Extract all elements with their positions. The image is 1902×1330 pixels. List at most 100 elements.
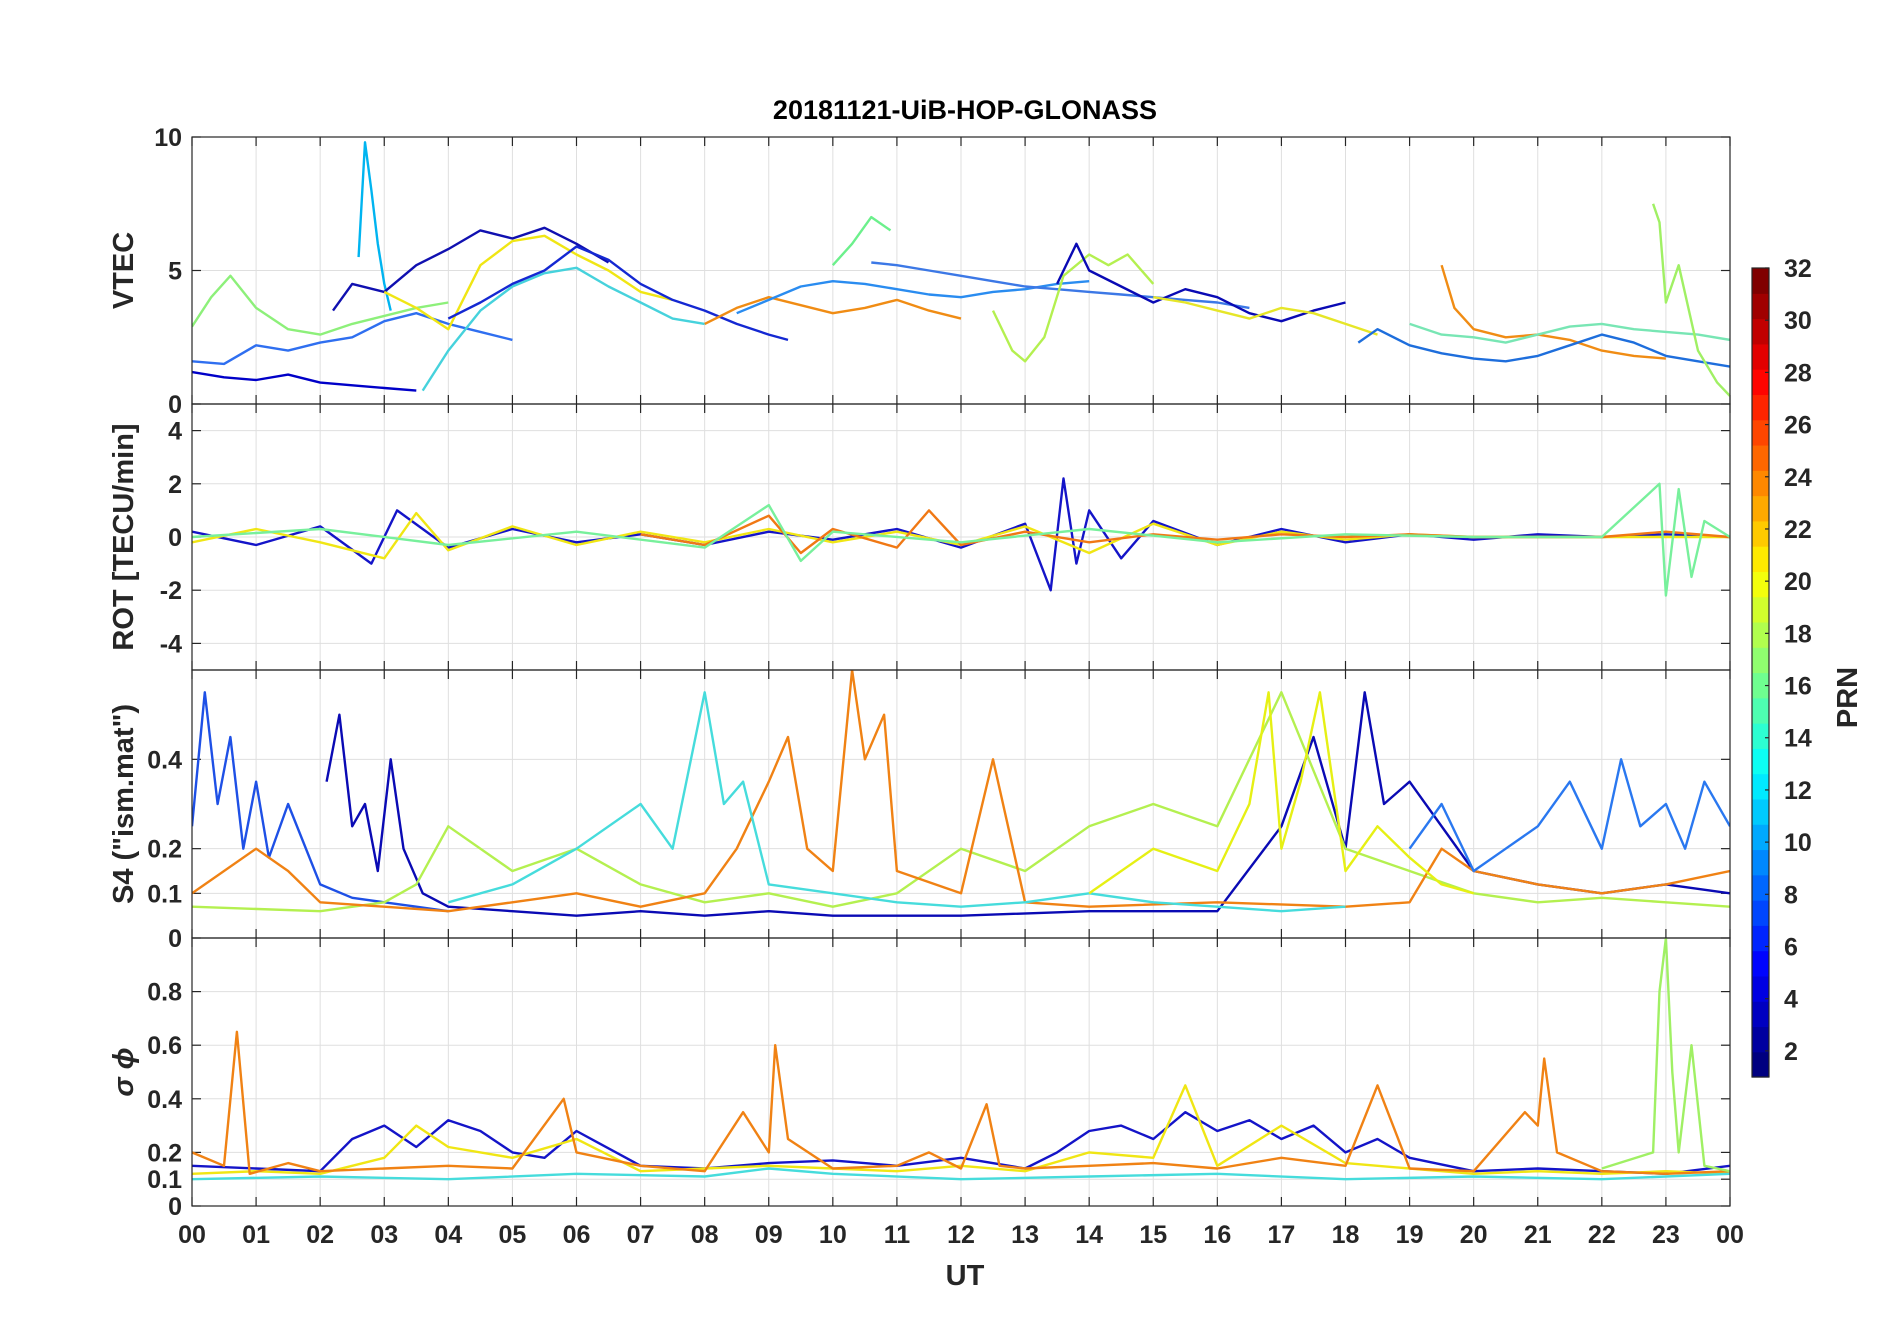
colorbar-step: [1752, 621, 1769, 648]
panel-s4-series-line-1: [325, 691, 1730, 917]
x-tick-label: 12: [947, 1221, 975, 1249]
panel-rot-ytick-label: 4: [168, 418, 182, 446]
x-tick-label: 23: [1652, 1221, 1680, 1249]
colorbar-step: [1752, 748, 1769, 775]
x-tick-label: 22: [1588, 1221, 1616, 1249]
x-tick-label: 09: [755, 1221, 783, 1249]
colorbar-step: [1752, 571, 1769, 598]
panel-vtec-series-line-5: [383, 234, 673, 331]
colorbar-tick-label: 18: [1784, 620, 1812, 648]
panel-vtec-ylabel: VTEC: [108, 232, 140, 309]
colorbar-step: [1752, 647, 1769, 674]
x-tick-label: 16: [1203, 1221, 1231, 1249]
colorbar-step: [1752, 369, 1769, 396]
x-axis-title: UT: [946, 1260, 985, 1292]
colorbar-step: [1752, 596, 1769, 623]
panel-s4-ytick-label: 0.4: [147, 746, 182, 774]
colorbar-step: [1752, 419, 1769, 446]
colorbar-tick-label: 24: [1784, 464, 1812, 492]
colorbar-step: [1752, 1026, 1769, 1053]
x-tick-label: 05: [499, 1221, 527, 1249]
x-tick-label: 03: [370, 1221, 398, 1249]
x-tick-label: 01: [242, 1221, 270, 1249]
colorbar-tick-label: 32: [1784, 255, 1812, 283]
panel-rot-ytick-label: -4: [160, 630, 182, 658]
panel-sigma_phi-ytick-label: 0.2: [147, 1139, 182, 1167]
panel-sigma_phi-ytick-label: 0.4: [147, 1086, 182, 1114]
panel-vtec-series-line-8: [704, 296, 962, 325]
colorbar-label: PRN: [1832, 667, 1864, 728]
colorbar-tick-label: 12: [1784, 777, 1812, 805]
x-tick-label: 14: [1075, 1221, 1103, 1249]
colorbar-step: [1752, 672, 1769, 699]
panel-sigma_phi-ytick-label: 0.6: [147, 1032, 182, 1060]
colorbar-step: [1752, 773, 1769, 800]
panel-vtec-ytick-label: 10: [154, 124, 182, 152]
colorbar-step: [1752, 849, 1769, 876]
colorbar-tick-label: 26: [1784, 412, 1812, 440]
x-tick-label: 02: [306, 1221, 334, 1249]
panel-s4-ytick-label: 0.2: [147, 836, 182, 864]
colorbar-step: [1752, 1051, 1769, 1078]
panel-sigma_phi-frame: [191, 937, 1731, 1207]
panel-rot-series: [192, 477, 1730, 597]
x-tick-label: 07: [627, 1221, 655, 1249]
panel-s4-series-line-3: [192, 670, 1730, 913]
colorbar-step: [1752, 520, 1769, 547]
colorbar-step: [1752, 318, 1769, 345]
colorbar-tick-label: 6: [1784, 934, 1798, 962]
colorbar-tick-label: 30: [1784, 307, 1812, 335]
panel-vtec-series-line-0: [192, 370, 417, 392]
panel-sigma_phi-series-line-2: [192, 1030, 1730, 1176]
x-tick-label: 13: [1011, 1221, 1039, 1249]
colorbar-step: [1752, 1001, 1769, 1028]
colorbar-step: [1752, 900, 1769, 926]
panel-sigma_phi-ylabel: σ ϕ: [108, 1047, 140, 1096]
colorbar-step: [1752, 546, 1769, 572]
panel-vtec-series-line-2: [192, 274, 449, 336]
panel-vtec-series-line-7: [447, 245, 789, 342]
panel-sigma_phi-ytick-label: 0.1: [147, 1166, 182, 1194]
colorbar-step: [1752, 470, 1769, 497]
panel-vtec-series-line-18: [1651, 203, 1730, 397]
panel-vtec: 0 5 10 VTEC: [108, 124, 1731, 419]
panel-s4-ytick-label: 0: [168, 925, 182, 953]
colorbar-tick-label: 2: [1784, 1038, 1798, 1066]
colorbar-step: [1752, 824, 1769, 851]
colorbar-step: [1752, 495, 1769, 522]
x-tick-label: 19: [1396, 1221, 1424, 1249]
colorbar-tick-label: 14: [1784, 725, 1812, 753]
colorbar-tick-label: 20: [1784, 568, 1812, 596]
colorbar-tick-label: 28: [1784, 359, 1812, 387]
panel-vtec-series-line-1: [192, 312, 513, 366]
x-tick-label: 18: [1332, 1221, 1360, 1249]
panel-vtec-series: [192, 141, 1730, 397]
x-tick-label: 21: [1524, 1221, 1552, 1249]
panel-sigma_phi-ytick-label: 0.8: [147, 979, 182, 1007]
panel-vtec-series-line-9: [736, 280, 1090, 315]
panel-vtec-series-line-10: [831, 215, 892, 267]
colorbar-step: [1752, 925, 1769, 952]
panel-rot-ytick-label: 2: [168, 471, 182, 499]
panel-s4-ylabel: S4 ("ism.mat"): [108, 704, 140, 904]
colorbar-step: [1752, 950, 1769, 977]
panel-sigma_phi-series: [192, 938, 1730, 1181]
panel-s4-series: [192, 670, 1730, 917]
colorbar-step: [1752, 697, 1769, 724]
panel-rot: -4 -2 0 2 4 ROT [TECU/min]: [108, 403, 1731, 671]
x-tick-label: 15: [1139, 1221, 1167, 1249]
panel-vtec-series-line-12: [991, 253, 1155, 363]
panel-s4-series-line-6: [1408, 758, 1730, 873]
colorbar-tick-label: 22: [1784, 516, 1812, 544]
colorbar-tick-label: 8: [1784, 881, 1798, 909]
x-tick-label: 20: [1460, 1221, 1488, 1249]
panel-vtec-series-line-16: [1357, 328, 1730, 368]
colorbar-tick-label: 16: [1784, 673, 1812, 701]
x-tick-label: 00: [1716, 1221, 1744, 1249]
panel-rot-ylabel: ROT [TECU/min]: [108, 423, 140, 650]
colorbar-tick-label: 4: [1784, 986, 1798, 1014]
panel-vtec-series-line-14: [1153, 296, 1378, 336]
x-tick-label: 08: [691, 1221, 719, 1249]
panel-sigma_phi: 00.10.2 0.4 0.6 0.8 σ ϕ 00 01 02 03 04 05 06 07 08 09 1…: [108, 937, 1744, 1249]
